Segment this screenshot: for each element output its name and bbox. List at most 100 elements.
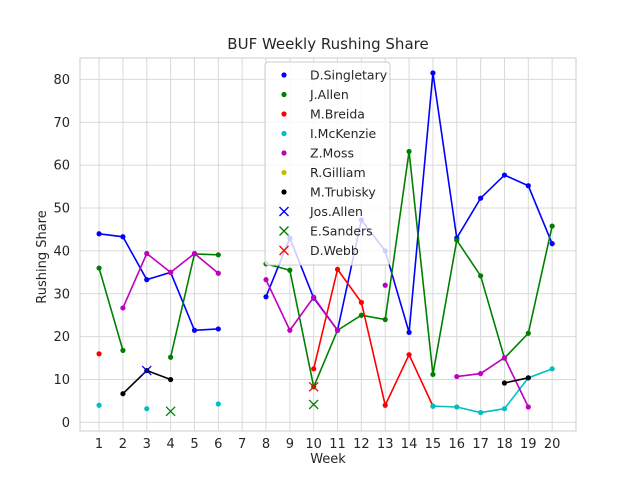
series-line bbox=[456, 356, 530, 408]
legend-label: R.Gilliam bbox=[310, 165, 366, 180]
y-tick-label: 50 bbox=[53, 202, 70, 217]
data-point bbox=[120, 347, 126, 353]
y-axis-ticks: 0 10 20 30 40 50 60 70 80 bbox=[53, 73, 70, 431]
data-point bbox=[478, 370, 484, 377]
x-tick-label: 4 bbox=[166, 437, 174, 452]
data-point bbox=[287, 327, 293, 333]
legend-box bbox=[264, 61, 391, 266]
x-tick-label: 19 bbox=[520, 437, 537, 452]
series-d-webb bbox=[308, 381, 319, 392]
series-line bbox=[98, 232, 219, 332]
x-tick-label: 8 bbox=[262, 437, 270, 452]
data-point bbox=[358, 299, 364, 305]
data-point bbox=[215, 252, 221, 258]
y-tick-label: 30 bbox=[53, 287, 70, 302]
data-point bbox=[501, 406, 508, 412]
data-point bbox=[263, 277, 269, 283]
x-tick-label: 7 bbox=[238, 437, 246, 452]
series-e-sanders bbox=[165, 399, 319, 417]
x-tick-label: 2 bbox=[119, 437, 127, 452]
legend-marker bbox=[279, 226, 289, 236]
data-point bbox=[478, 195, 484, 201]
legend-item-m-trubisky: M.Trubisky bbox=[281, 185, 376, 200]
data-point bbox=[308, 381, 319, 392]
data-point bbox=[358, 312, 364, 318]
data-point bbox=[525, 330, 531, 336]
legend-marker bbox=[279, 245, 289, 256]
data-point bbox=[168, 354, 174, 360]
data-point bbox=[549, 223, 555, 229]
data-point bbox=[501, 355, 508, 361]
data-point bbox=[141, 365, 152, 376]
series-z-moss bbox=[120, 250, 531, 410]
series-line bbox=[432, 368, 553, 414]
data-point bbox=[215, 326, 221, 332]
legend-label: D.Singletary bbox=[310, 68, 388, 83]
y-tick-label: 70 bbox=[53, 116, 70, 131]
data-point bbox=[454, 404, 460, 410]
data-point bbox=[430, 371, 436, 378]
legend-label: M.Breida bbox=[310, 107, 365, 122]
series-m-trubisky bbox=[120, 367, 531, 397]
data-point bbox=[430, 403, 436, 409]
y-tick-label: 40 bbox=[53, 244, 70, 259]
data-point bbox=[406, 148, 412, 155]
data-point bbox=[382, 316, 388, 323]
data-point bbox=[334, 327, 341, 333]
series-line bbox=[265, 279, 339, 332]
data-point bbox=[120, 234, 126, 240]
x-tick-label: 11 bbox=[329, 437, 346, 452]
data-point bbox=[501, 172, 508, 178]
legend-label: M.Trubisky bbox=[310, 185, 376, 200]
legend-label: E.Sanders bbox=[310, 224, 373, 239]
y-tick-label: 0 bbox=[62, 416, 70, 431]
legend-item-d-webb: D.Webb bbox=[279, 243, 359, 258]
data-point bbox=[525, 375, 531, 381]
data-point bbox=[144, 250, 150, 257]
x-tick-label: 6 bbox=[214, 437, 222, 452]
data-point bbox=[191, 250, 198, 257]
data-point bbox=[311, 366, 317, 372]
legend-label: D.Webb bbox=[310, 243, 359, 258]
data-point bbox=[549, 241, 555, 247]
data-point bbox=[334, 266, 341, 272]
data-point bbox=[382, 282, 388, 288]
legend-item-d-singletary: D.Singletary bbox=[281, 68, 388, 83]
x-axis-label: Week bbox=[310, 452, 346, 467]
data-point bbox=[311, 294, 317, 300]
data-point bbox=[96, 265, 102, 271]
y-axis-label: Rushing Share bbox=[35, 210, 50, 303]
legend-marker bbox=[281, 91, 287, 98]
x-axis-ticks: 1 2 3 4 5 6 7 8 9 10 11 12 13 14 15 16 17 18 19 20 bbox=[95, 437, 560, 452]
chart-title: BUF Weekly Rushing Share bbox=[227, 35, 428, 53]
legend: D.Singletary J.Allen M.Breida I.McKenzie Z.M… bbox=[264, 61, 391, 266]
data-point bbox=[168, 376, 174, 383]
legend-label: Jos.Allen bbox=[309, 204, 363, 219]
legend-item-i-mckenzie: I.McKenzie bbox=[281, 126, 377, 141]
legend-marker bbox=[281, 169, 287, 176]
data-point bbox=[287, 267, 293, 273]
data-point bbox=[454, 373, 460, 380]
data-point bbox=[406, 352, 412, 358]
legend-marker bbox=[281, 72, 287, 78]
y-tick-label: 10 bbox=[53, 373, 70, 388]
series-jos-allen bbox=[141, 365, 152, 376]
y-tick-label: 60 bbox=[53, 159, 70, 174]
series-layer bbox=[96, 70, 555, 417]
x-tick-label: 15 bbox=[425, 437, 442, 452]
x-tick-label: 5 bbox=[190, 437, 198, 452]
data-point bbox=[406, 329, 412, 335]
x-tick-label: 3 bbox=[143, 437, 151, 452]
data-point bbox=[120, 391, 126, 397]
data-point bbox=[96, 231, 102, 237]
data-point bbox=[144, 406, 150, 412]
legend-item-j-allen: J.Allen bbox=[281, 87, 349, 102]
data-point bbox=[144, 277, 150, 283]
legend-marker bbox=[281, 189, 287, 195]
series-line bbox=[98, 267, 124, 351]
legend-item-r-gilliam: R.Gilliam bbox=[281, 165, 366, 180]
legend-label: J.Allen bbox=[309, 87, 349, 102]
legend-item-m-breida: M.Breida bbox=[281, 107, 365, 122]
data-point bbox=[120, 305, 126, 311]
